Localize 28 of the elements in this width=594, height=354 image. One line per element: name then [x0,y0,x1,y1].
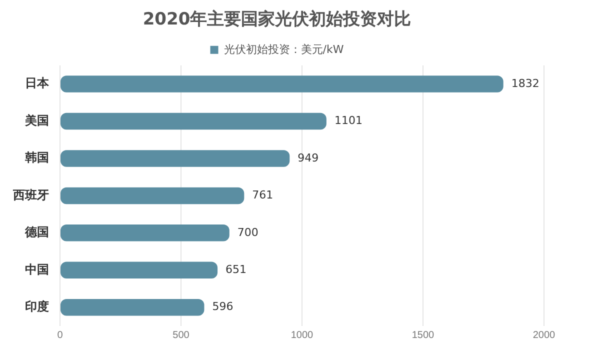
bar [60,224,230,242]
y-tick-label: 印度 [25,300,49,314]
y-tick-label: 韩国 [24,150,49,165]
bar [60,112,326,130]
bar [60,299,204,316]
bar [60,76,504,92]
bar [60,262,218,279]
x-tick-label: 2000 [532,330,556,341]
bar [60,150,290,167]
legend-label: 光伏初始投资：美元/kW [224,42,344,56]
data-label: 596 [212,300,234,314]
x-tick-label: 0 [57,330,64,341]
data-label: 949 [298,151,319,164]
data-label: 700 [237,226,258,239]
y-tick-label: 美国 [24,113,49,128]
y-tick-label: 德国 [24,225,49,240]
data-label: 761 [252,188,274,202]
x-tick-label: 1000 [290,330,314,341]
bar [60,187,244,204]
y-tick-label: 中国 [25,262,49,276]
y-tick-label: 西班牙 [12,188,49,202]
y-tick-label: 日本 [25,76,50,90]
data-label: 1101 [334,114,362,128]
data-label: 1832 [511,76,540,90]
x-tick-label: 1500 [412,330,435,341]
chart-title: 2020年主要国家光伏初始投资对比 [142,10,412,30]
data-label: 651 [226,263,247,276]
x-tick-label: 500 [172,330,190,341]
